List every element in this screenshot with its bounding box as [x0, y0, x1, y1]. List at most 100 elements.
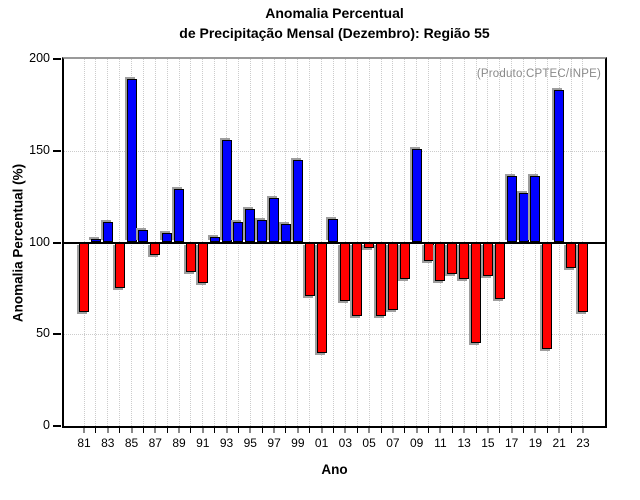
x-tick-mark	[332, 428, 334, 433]
x-tick-mark	[273, 428, 276, 433]
x-tick-mark	[581, 428, 584, 433]
y-tick-label: 0	[43, 418, 50, 432]
x-tick-label: 81	[77, 436, 91, 450]
x-tick-label: 91	[196, 436, 210, 450]
x-tick-mark	[119, 428, 121, 433]
x-tick-label: 03	[338, 436, 353, 450]
x-tick-label: 13	[457, 436, 471, 450]
baseline-100-line	[64, 241, 605, 244]
x-tick-mark	[106, 428, 109, 433]
x-tick-label: 19	[528, 436, 543, 450]
x-tick-mark	[249, 428, 252, 433]
x-tick-mark	[320, 428, 323, 433]
x-tick-mark	[546, 428, 548, 433]
x-tick-label: 97	[267, 436, 281, 450]
x-tick-mark	[142, 428, 144, 433]
y-tick-mark	[53, 425, 61, 427]
x-tick-mark	[415, 428, 418, 433]
bar-09	[411, 148, 422, 243]
x-tick-label: 07	[386, 436, 400, 450]
bar-96	[257, 220, 268, 243]
x-tick-label: 87	[148, 436, 162, 450]
x-tick-label: 05	[362, 436, 376, 450]
bar-92	[209, 236, 220, 243]
bar-08	[399, 242, 410, 280]
x-tick-mark	[214, 428, 216, 433]
x-tick-mark	[190, 428, 192, 433]
x-tick-mark	[523, 428, 525, 433]
x-tick-mark	[380, 428, 382, 433]
y-tick-label: 150	[29, 142, 50, 157]
x-tick-mark	[261, 428, 263, 433]
x-tick-mark	[404, 428, 406, 433]
x-tick-mark	[356, 428, 358, 433]
x-tick-mark	[178, 428, 181, 433]
x-tick-mark	[166, 428, 168, 433]
y-tick-label: 50	[36, 326, 50, 341]
x-tick-mark	[428, 428, 430, 433]
bar-06	[376, 242, 386, 316]
x-tick-mark	[534, 428, 537, 433]
bar-17	[506, 176, 517, 243]
x-tick-mark	[391, 428, 394, 433]
x-tick-mark	[154, 428, 157, 433]
bar-94	[233, 222, 244, 243]
x-tick-mark	[344, 428, 347, 433]
x-tick-mark	[201, 428, 204, 433]
x-tick-label: 89	[172, 436, 186, 450]
bar-83	[102, 222, 113, 243]
bar-89	[174, 189, 185, 243]
y-tick-label: 100	[29, 234, 50, 249]
bar-20	[542, 242, 553, 349]
bar-81	[79, 242, 89, 313]
bar-02	[328, 218, 339, 243]
bar-98	[280, 224, 291, 243]
x-tick-mark	[451, 428, 453, 433]
gridline-horizontal	[64, 150, 605, 152]
x-tick-mark	[463, 428, 466, 433]
bar-23	[577, 242, 588, 313]
plot-area: (Produto:CPTEC/INPE)	[62, 57, 607, 428]
x-axis-title: Ano	[321, 462, 348, 477]
x-tick-mark	[486, 428, 489, 433]
bar-07	[387, 242, 398, 311]
bar-10	[423, 242, 434, 261]
x-tick-label: 11	[434, 436, 447, 450]
x-tick-mark	[309, 428, 311, 433]
bar-87	[150, 242, 161, 256]
x-tick-mark	[510, 428, 513, 433]
bar-18	[518, 192, 529, 243]
bar-88	[162, 233, 173, 243]
y-tick-mark	[53, 333, 61, 336]
x-tick-mark	[499, 428, 501, 433]
bar-84	[114, 242, 125, 289]
bar-86	[138, 229, 149, 243]
bar-19	[530, 176, 541, 243]
x-tick-label: 17	[504, 436, 519, 450]
y-tick-mark	[53, 58, 61, 60]
x-tick-mark	[368, 428, 371, 433]
bar-05	[364, 242, 375, 248]
bar-03	[340, 242, 351, 302]
x-tick-label: 93	[219, 436, 234, 450]
x-tick-mark	[130, 428, 133, 433]
bar-22	[566, 242, 577, 269]
bar-95	[245, 209, 256, 243]
x-tick-label: 83	[101, 436, 115, 450]
y-tick-mark	[53, 241, 61, 244]
bar-01	[316, 242, 327, 353]
x-tick-label: 23	[576, 436, 590, 450]
chart-title: Anomalia Percentual de Precipitação Mens…	[62, 3, 607, 43]
x-tick-label: 09	[409, 436, 424, 450]
bar-97	[269, 198, 280, 243]
bar-13	[459, 242, 470, 280]
bar-15	[482, 242, 493, 276]
bar-99	[292, 159, 303, 243]
bar-14	[471, 242, 482, 344]
x-tick-mark	[475, 428, 477, 433]
bar-16	[494, 242, 505, 300]
chart-title-line1: Anomalia Percentual	[265, 5, 404, 21]
x-tick-label: 01	[314, 436, 329, 450]
bar-11	[435, 242, 446, 282]
gridline-horizontal	[64, 334, 605, 336]
